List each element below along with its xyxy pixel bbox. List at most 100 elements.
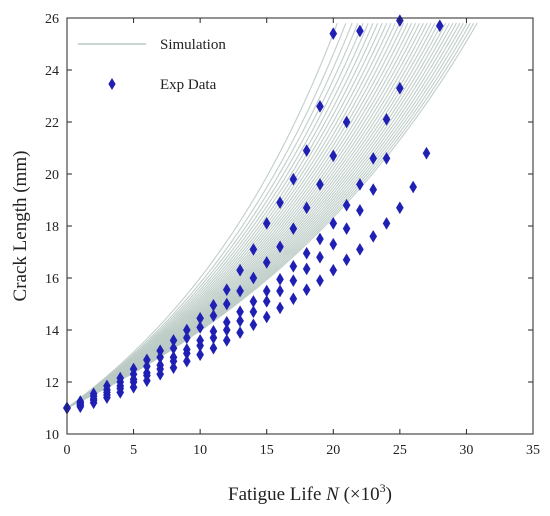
simulation-curve: [66, 22, 417, 409]
simulation-curve: [66, 23, 338, 409]
exp-data-point: [422, 146, 431, 160]
exp-data-point: [209, 309, 218, 323]
simulation-curve: [66, 22, 347, 409]
exp-data-point: [169, 361, 178, 375]
simulation-curve: [66, 22, 359, 409]
exp-data-point: [329, 237, 338, 251]
simulation-curve: [66, 22, 443, 409]
simulation-curve: [66, 22, 353, 409]
exp-data-point: [369, 152, 378, 165]
exp-data-point: [196, 348, 204, 362]
exp-data-point: [129, 380, 138, 394]
exp-data-point: [342, 253, 351, 267]
y-tick-label: 14: [45, 324, 59, 339]
simulation-curve: [66, 22, 396, 409]
exp-data-point: [316, 232, 324, 246]
simulation-curve: [66, 22, 424, 409]
x-tick-label: 25: [393, 443, 407, 458]
exp-data-point: [382, 217, 391, 230]
y-tick-label: 20: [45, 168, 59, 183]
exp-data-point: [382, 113, 391, 126]
exp-data-point: [222, 297, 231, 311]
simulation-curve: [66, 22, 409, 409]
exp-data-point: [249, 305, 258, 319]
x-tick-label: 30: [459, 443, 473, 458]
x-axis-label: Fatigue Life N (×103): [228, 481, 392, 505]
exp-data-point: [249, 318, 258, 332]
exp-data-point: [302, 201, 311, 215]
exp-data-point: [356, 178, 364, 191]
exp-data-point: [262, 310, 271, 324]
simulation-curve: [66, 22, 383, 409]
exp-data-point: [236, 326, 244, 339]
exp-data-point: [76, 400, 85, 414]
simulation-curve: [66, 22, 374, 409]
exp-data-point: [209, 341, 218, 355]
exp-data-point: [182, 354, 191, 368]
simulation-curve: [66, 22, 364, 409]
simulation-curve: [66, 22, 432, 409]
exp-data-point: [302, 283, 311, 297]
y-tick-label: 16: [45, 272, 59, 287]
exp-data-point: [356, 204, 364, 217]
exp-data-point: [89, 396, 98, 410]
exp-data-point: [329, 263, 338, 277]
simulation-curve: [66, 22, 379, 409]
exp-data-point: [396, 201, 404, 215]
exp-data-point: [116, 386, 125, 399]
simulation-curve: [66, 22, 478, 409]
exp-data-point: [276, 240, 284, 254]
exp-data-point: [222, 283, 231, 297]
exp-data-point: [236, 263, 244, 277]
simulation-curve: [66, 22, 421, 409]
legend-exp-marker: [108, 78, 116, 90]
exp-data-point: [249, 243, 258, 256]
simulation-curve: [66, 22, 405, 409]
exp-data-point: [196, 321, 204, 334]
exp-data-point: [329, 217, 338, 230]
exp-data-point: [396, 81, 404, 95]
exp-data-point: [302, 246, 311, 260]
simulation-curve: [66, 22, 413, 409]
y-tick-label: 22: [45, 116, 59, 131]
x-tick-label: 20: [326, 443, 340, 458]
y-tick-label: 18: [45, 220, 59, 235]
exp-data-point: [342, 115, 351, 129]
exp-data-point: [276, 301, 284, 315]
exp-data-point: [156, 367, 165, 381]
exp-data-point: [369, 230, 378, 243]
exp-data-point: [289, 292, 298, 306]
exp-data-point: [329, 27, 338, 40]
legend-exp-label: Exp Data: [160, 77, 217, 93]
exp-data-point: [289, 222, 298, 235]
exp-data-point: [249, 271, 258, 285]
exp-data-point: [276, 284, 284, 298]
exp-data-point: [143, 374, 151, 388]
simulation-curve: [66, 22, 392, 409]
x-tick-label: 35: [526, 443, 540, 458]
exp-data-point: [302, 262, 311, 276]
x-tick-label: 10: [193, 443, 207, 458]
exp-data-point: [236, 284, 244, 298]
simulation-curve: [66, 22, 401, 409]
simulation-curve: [66, 22, 388, 409]
exp-data-point: [316, 250, 324, 264]
exp-data-point: [262, 217, 271, 230]
legend: Simulation Exp Data: [78, 37, 226, 93]
exp-data-point: [262, 256, 271, 269]
simulation-curve: [66, 22, 428, 409]
exp-data-point: [316, 100, 324, 113]
x-tick-label: 0: [64, 443, 71, 458]
x-tick-label: 15: [260, 443, 274, 458]
exp-data-point: [382, 152, 391, 165]
exp-data-point: [302, 144, 311, 157]
exp-data-point: [356, 243, 364, 256]
y-axis-label: Crack Length (mm): [10, 151, 31, 302]
exp-data-point: [316, 274, 324, 287]
exp-data-point: [356, 24, 364, 38]
legend-simulation-label: Simulation: [160, 37, 226, 53]
y-tick-label: 12: [45, 376, 59, 391]
exp-data-point: [222, 334, 231, 347]
exp-data-point: [342, 198, 351, 212]
